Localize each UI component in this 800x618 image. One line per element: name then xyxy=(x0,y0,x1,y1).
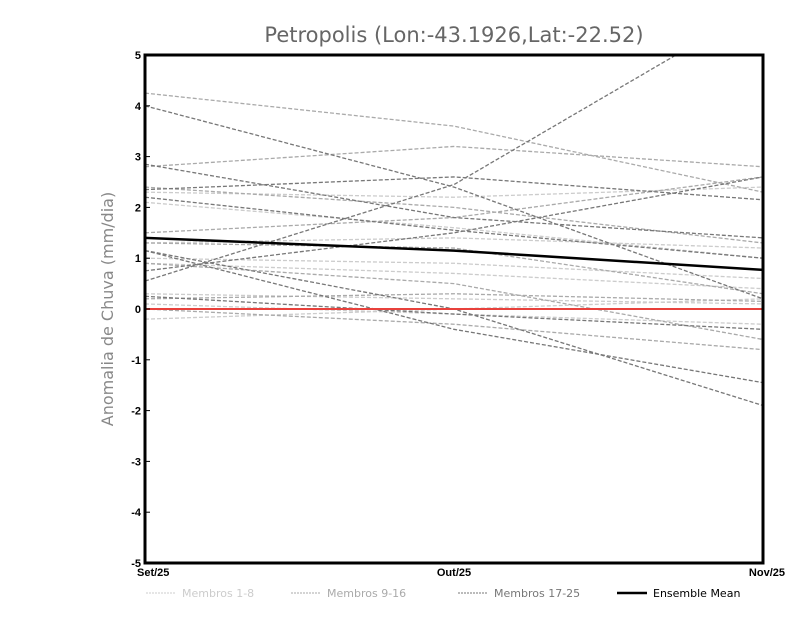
member-line-3-1 xyxy=(145,105,763,300)
member-line-3-3 xyxy=(145,163,763,239)
x-tick-label: Set/25 xyxy=(137,567,169,579)
y-axis-label: Anomalia de Chuva (mm/dia) xyxy=(98,192,117,426)
chart-title: Petropolis (Lon:-43.1926,Lat:-22.52) xyxy=(264,23,643,47)
member-line-2-4 xyxy=(145,242,763,295)
y-tick-label: -4 xyxy=(131,507,142,519)
legend: Membros 1-8 Membros 9-16 Membros 17-25 Ense… xyxy=(146,587,740,600)
y-tick-label: -2 xyxy=(131,406,141,418)
member-line-3-9 xyxy=(145,295,763,330)
y-tick-label: -3 xyxy=(131,456,141,468)
member-line-1-5 xyxy=(145,237,763,249)
member-line-3-5 xyxy=(145,196,763,259)
member-line-1-6 xyxy=(145,262,763,290)
legend-label-2: Membros 9-16 xyxy=(327,587,406,600)
member-line-2-5 xyxy=(145,293,763,303)
plot-lines xyxy=(145,55,763,407)
y-tick-label: 3 xyxy=(135,152,141,164)
ensemble-mean-line xyxy=(145,236,763,272)
member-line-3-7 xyxy=(145,176,763,272)
legend-label-1: Membros 1-8 xyxy=(182,587,254,600)
y-tick-label: -5 xyxy=(131,558,141,570)
x-tick-label: Nov/25 xyxy=(749,567,785,579)
member-line-1-2 xyxy=(145,257,763,280)
member-line-2-8 xyxy=(145,308,763,351)
member-line-2-1 xyxy=(145,92,763,193)
member-line-2-3 xyxy=(145,186,763,244)
y-tick-label: 1 xyxy=(135,253,141,265)
y-tick-label: 5 xyxy=(135,50,141,62)
x-tick-label: Out/25 xyxy=(437,567,471,579)
y-tick-label: 2 xyxy=(135,202,141,214)
y-tick-label: 0 xyxy=(135,304,141,316)
member-line-3-4 xyxy=(145,249,763,384)
y-tick-label: 4 xyxy=(135,101,142,113)
member-line-1-3 xyxy=(145,293,763,305)
member-line-3-6 xyxy=(145,176,763,201)
y-tick-label: -1 xyxy=(131,355,141,367)
legend-label-3: Membros 17-25 xyxy=(494,587,580,600)
legend-label-4: Ensemble Mean xyxy=(653,587,740,600)
member-line-2-2 xyxy=(145,145,763,168)
member-line-1-8 xyxy=(145,186,763,198)
y-ticks: -5 -4 -3 -2 -1 0 1 2 3 4 5 xyxy=(131,50,150,570)
member-line-1-1 xyxy=(145,201,763,259)
x-ticks: Set/25 Out/25 Nov/25 xyxy=(137,567,785,579)
